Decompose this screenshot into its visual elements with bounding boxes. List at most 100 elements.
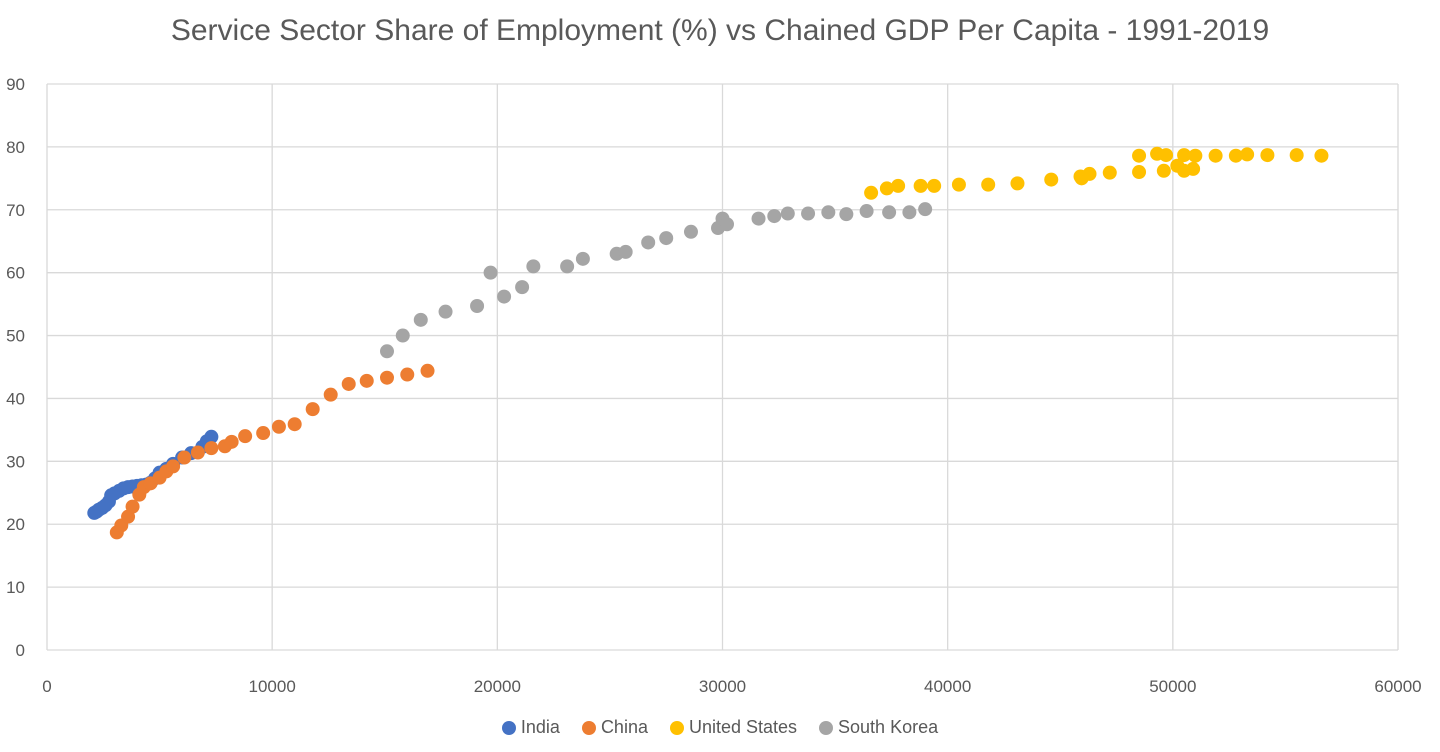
legend-marker-india: [501, 720, 516, 735]
point-south-korea: [515, 280, 530, 295]
x-tick-label: 10000: [249, 677, 296, 696]
point-united-states: [1177, 148, 1192, 163]
legend-label-united-states: United States: [688, 717, 798, 737]
legend-marker-south-korea: [819, 720, 834, 735]
y-tick-label: 30: [6, 452, 25, 471]
point-china: [190, 445, 205, 460]
axis-layer: 0 10 20 30 40 50 60 70 80 90 0 10000 20000 30000 40000…: [6, 75, 1422, 696]
y-tick-label: 60: [6, 264, 25, 283]
point-china: [359, 373, 374, 388]
point-south-korea: [683, 224, 698, 239]
legend-item-united-states: United States: [669, 717, 798, 738]
point-united-states: [1208, 148, 1223, 163]
point-china: [238, 429, 253, 444]
legend-label-india: India: [520, 717, 560, 737]
chart-title: Service Sector Share of Employment (%) v…: [170, 14, 1270, 47]
point-china: [323, 387, 338, 402]
y-tick-label: 40: [6, 389, 25, 408]
point-south-korea: [483, 265, 498, 280]
point-united-states: [1082, 166, 1097, 181]
x-tick-label: 40000: [924, 677, 971, 696]
point-china: [341, 376, 356, 391]
y-tick-label: 0: [16, 641, 25, 660]
point-united-states: [913, 178, 928, 193]
point-south-korea: [526, 259, 541, 274]
point-united-states: [891, 178, 906, 193]
point-south-korea: [780, 206, 795, 221]
point-south-korea: [413, 312, 428, 327]
y-tick-label: 70: [6, 201, 25, 220]
point-united-states: [864, 185, 879, 200]
x-tick-label: 30000: [699, 677, 746, 696]
point-united-states: [1228, 148, 1243, 163]
y-tick-label: 80: [6, 138, 25, 157]
point-south-korea: [751, 211, 766, 226]
point-south-korea: [575, 251, 590, 266]
point-china: [125, 499, 140, 514]
point-united-states: [1156, 163, 1171, 178]
y-tick-label: 10: [6, 578, 25, 597]
point-south-korea: [380, 344, 395, 359]
point-united-states: [981, 177, 996, 192]
point-south-korea: [659, 231, 674, 246]
x-tick-label: 20000: [474, 677, 521, 696]
legend-item-china: China: [581, 717, 648, 738]
point-united-states: [1289, 148, 1304, 163]
x-tick-label: 0: [42, 677, 51, 696]
point-united-states: [1044, 172, 1059, 187]
point-united-states: [927, 178, 942, 193]
point-china: [380, 370, 395, 385]
y-tick-label: 20: [6, 515, 25, 534]
legend-item-india: India: [501, 717, 560, 738]
x-tick-label: 50000: [1149, 677, 1196, 696]
point-south-korea: [438, 304, 453, 319]
point-south-korea: [767, 209, 782, 224]
point-united-states: [1188, 148, 1203, 163]
point-south-korea: [470, 298, 485, 313]
point-united-states: [1186, 161, 1201, 176]
point-china: [177, 450, 192, 465]
point-united-states: [1102, 165, 1117, 180]
point-china: [400, 367, 415, 382]
point-south-korea: [560, 259, 575, 274]
point-south-korea: [497, 289, 512, 304]
point-china: [166, 459, 181, 474]
point-china: [420, 363, 435, 378]
point-south-korea: [641, 235, 656, 250]
point-united-states: [1132, 148, 1147, 163]
point-united-states: [951, 177, 966, 192]
legend-item-south-korea: South Korea: [819, 717, 938, 738]
point-china: [271, 419, 286, 434]
point-united-states: [1260, 148, 1275, 163]
point-south-korea: [801, 206, 816, 221]
point-united-states: [1010, 176, 1025, 191]
legend-marker-united-states: [669, 720, 684, 735]
point-china: [256, 426, 271, 441]
point-south-korea: [918, 202, 933, 217]
point-united-states: [1314, 148, 1329, 163]
point-china: [287, 417, 302, 432]
x-tick-label: 60000: [1374, 677, 1421, 696]
points-layer: [87, 146, 1329, 540]
point-united-states: [1240, 147, 1255, 162]
point-south-korea: [720, 217, 735, 232]
point-united-states: [879, 181, 894, 196]
point-india: [204, 429, 219, 444]
point-south-korea: [618, 244, 633, 259]
grid-layer: [46, 83, 1399, 651]
point-south-korea: [902, 205, 917, 220]
point-china: [224, 434, 239, 449]
y-tick-label: 50: [6, 327, 25, 346]
point-united-states: [1132, 165, 1147, 180]
legend-label-china: China: [600, 717, 648, 737]
legend-marker-china: [581, 720, 596, 735]
y-tick-label: 90: [6, 75, 25, 94]
point-south-korea: [395, 328, 410, 343]
point-south-korea: [859, 204, 874, 219]
point-south-korea: [882, 205, 897, 220]
point-south-korea: [821, 205, 836, 220]
legend-label-south-korea: South Korea: [838, 717, 939, 737]
legend: India China United States South Korea: [0, 717, 1440, 738]
point-china: [305, 402, 320, 417]
